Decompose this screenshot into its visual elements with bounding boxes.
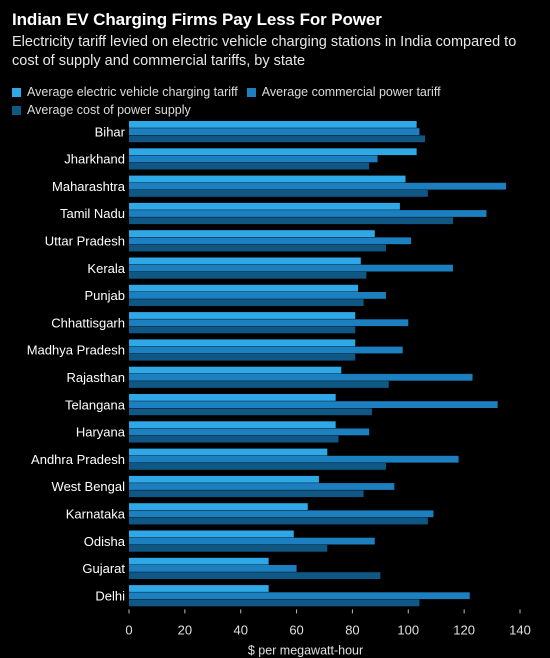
legend-item-cost-of-supply: Average cost of power supply — [12, 101, 191, 119]
bar-bihar-cost-of-supply — [129, 135, 426, 143]
bar-telangana-cost-of-supply — [129, 408, 372, 416]
legend-row-2: Average cost of power supply — [12, 101, 542, 119]
bar-andhra-pradesh-commercial-tariff — [129, 455, 459, 463]
bar-karnataka-commercial-tariff — [129, 510, 434, 518]
bar-punjab-commercial-tariff — [129, 292, 386, 299]
bar-bihar-ev-tariff — [129, 121, 417, 128]
legend-swatch-cost-of-supply — [12, 105, 21, 115]
bar-karnataka-cost-of-supply — [129, 517, 428, 525]
bar-tamil-nadu-commercial-tariff — [129, 210, 487, 217]
bar-haryana-commercial-tariff — [129, 428, 370, 436]
legend-item-ev-tariff: Average electric vehicle charging tariff — [12, 83, 238, 101]
category-label-telangana: Telangana — [65, 397, 126, 412]
bar-haryana-cost-of-supply — [129, 435, 339, 443]
bar-west-bengal-ev-tariff — [129, 475, 319, 483]
chart-title: Indian EV Charging Firms Pay Less For Po… — [12, 10, 382, 29]
bar-odisha-commercial-tariff — [129, 537, 375, 545]
x-tick-label-100: 100 — [397, 622, 419, 637]
bar-delhi-cost-of-supply — [129, 599, 420, 607]
x-axis-title: $ per megawatt-hour — [248, 643, 363, 657]
bar-punjab-ev-tariff — [129, 284, 359, 292]
bar-madhya-pradesh-commercial-tariff — [129, 346, 403, 354]
bar-jharkhand-cost-of-supply — [129, 162, 370, 170]
category-label-delhi: Delhi — [95, 588, 125, 603]
bar-bihar-commercial-tariff — [129, 128, 420, 135]
bar-telangana-ev-tariff — [129, 394, 336, 401]
bar-rajasthan-commercial-tariff — [129, 373, 473, 381]
bar-rajasthan-ev-tariff — [129, 366, 342, 374]
category-label-madhya-pradesh: Madhya Pradesh — [27, 343, 125, 358]
bar-telangana-commercial-tariff — [129, 401, 498, 408]
bar-gujarat-ev-tariff — [129, 557, 269, 565]
bar-chhattisgarh-cost-of-supply — [129, 326, 356, 334]
category-label-west-bengal: West Bengal — [52, 479, 126, 494]
x-tick-label-120: 120 — [453, 622, 475, 637]
legend-swatch-commercial-tariff — [246, 87, 256, 97]
bar-andhra-pradesh-ev-tariff — [129, 448, 328, 456]
category-label-uttar-pradesh: Uttar Pradesh — [45, 234, 125, 249]
x-tick-label-140: 140 — [509, 622, 531, 637]
bar-delhi-ev-tariff — [129, 585, 269, 592]
bar-chhattisgarh-commercial-tariff — [129, 319, 409, 327]
x-tick-label-40: 40 — [233, 622, 247, 637]
category-label-punjab: Punjab — [85, 288, 125, 303]
bar-kerala-commercial-tariff — [129, 264, 453, 272]
legend-label-commercial-tariff: Average commercial power tariff — [261, 85, 441, 99]
bar-andhra-pradesh-cost-of-supply — [129, 463, 386, 470]
bar-karnataka-ev-tariff — [129, 503, 308, 510]
category-label-odisha: Odisha — [84, 534, 126, 549]
bar-chhattisgarh-ev-tariff — [129, 312, 356, 319]
bar-madhya-pradesh-ev-tariff — [129, 339, 356, 347]
chart-subtitle: Electricity tariff levied on electric ve… — [12, 34, 517, 69]
bar-maharashtra-commercial-tariff — [129, 182, 507, 190]
bar-tamil-nadu-cost-of-supply — [129, 217, 453, 225]
bar-gujarat-cost-of-supply — [129, 572, 381, 579]
category-label-karnataka: Karnataka — [66, 507, 126, 522]
bar-jharkhand-ev-tariff — [129, 148, 417, 156]
bar-jharkhand-commercial-tariff — [129, 155, 378, 163]
legend-item-commercial-tariff: Average commercial power tariff — [246, 83, 441, 101]
category-label-bihar: Bihar — [95, 124, 126, 139]
bar-west-bengal-cost-of-supply — [129, 490, 364, 498]
x-tick-label-80: 80 — [345, 622, 359, 637]
bar-uttar-pradesh-cost-of-supply — [129, 244, 386, 252]
x-tick-label-20: 20 — [178, 622, 192, 637]
legend-swatch-ev-tariff — [12, 87, 21, 97]
bar-uttar-pradesh-ev-tariff — [129, 230, 375, 237]
category-label-chhattisgarh: Chhattisgarh — [51, 315, 125, 330]
legend-row-1: Average electric vehicle charging tariff… — [12, 83, 542, 101]
bar-gujarat-commercial-tariff — [129, 565, 297, 572]
category-label-gujarat: Gujarat — [82, 561, 125, 576]
category-label-jharkhand: Jharkhand — [64, 152, 125, 167]
bar-delhi-commercial-tariff — [129, 592, 470, 600]
category-label-kerala: Kerala — [87, 261, 125, 276]
category-label-maharashtra: Maharashtra — [52, 179, 126, 194]
bar-kerala-ev-tariff — [129, 257, 361, 265]
legend-label-cost-of-supply: Average cost of power supply — [27, 103, 191, 117]
bar-rajasthan-cost-of-supply — [129, 381, 389, 388]
category-label-tamil-nadu: Tamil Nadu — [60, 206, 125, 221]
bar-odisha-cost-of-supply — [129, 544, 328, 552]
legend-label-ev-tariff: Average electric vehicle charging tariff — [27, 85, 238, 99]
legend: Average electric vehicle charging tariff… — [12, 83, 542, 119]
bar-maharashtra-ev-tariff — [129, 175, 406, 183]
category-label-rajasthan: Rajasthan — [66, 370, 125, 385]
x-tick-label-60: 60 — [289, 622, 303, 637]
category-label-andhra-pradesh: Andhra Pradesh — [31, 452, 125, 467]
bar-west-bengal-commercial-tariff — [129, 483, 395, 490]
x-tick-label-0: 0 — [125, 622, 132, 637]
bar-odisha-ev-tariff — [129, 530, 294, 538]
bar-punjab-cost-of-supply — [129, 299, 364, 306]
bar-kerala-cost-of-supply — [129, 271, 367, 279]
bar-madhya-pradesh-cost-of-supply — [129, 353, 356, 361]
bar-haryana-ev-tariff — [129, 421, 336, 429]
category-label-haryana: Haryana — [76, 425, 126, 440]
bar-maharashtra-cost-of-supply — [129, 190, 428, 197]
bar-tamil-nadu-ev-tariff — [129, 202, 400, 210]
bar-uttar-pradesh-commercial-tariff — [129, 237, 412, 245]
